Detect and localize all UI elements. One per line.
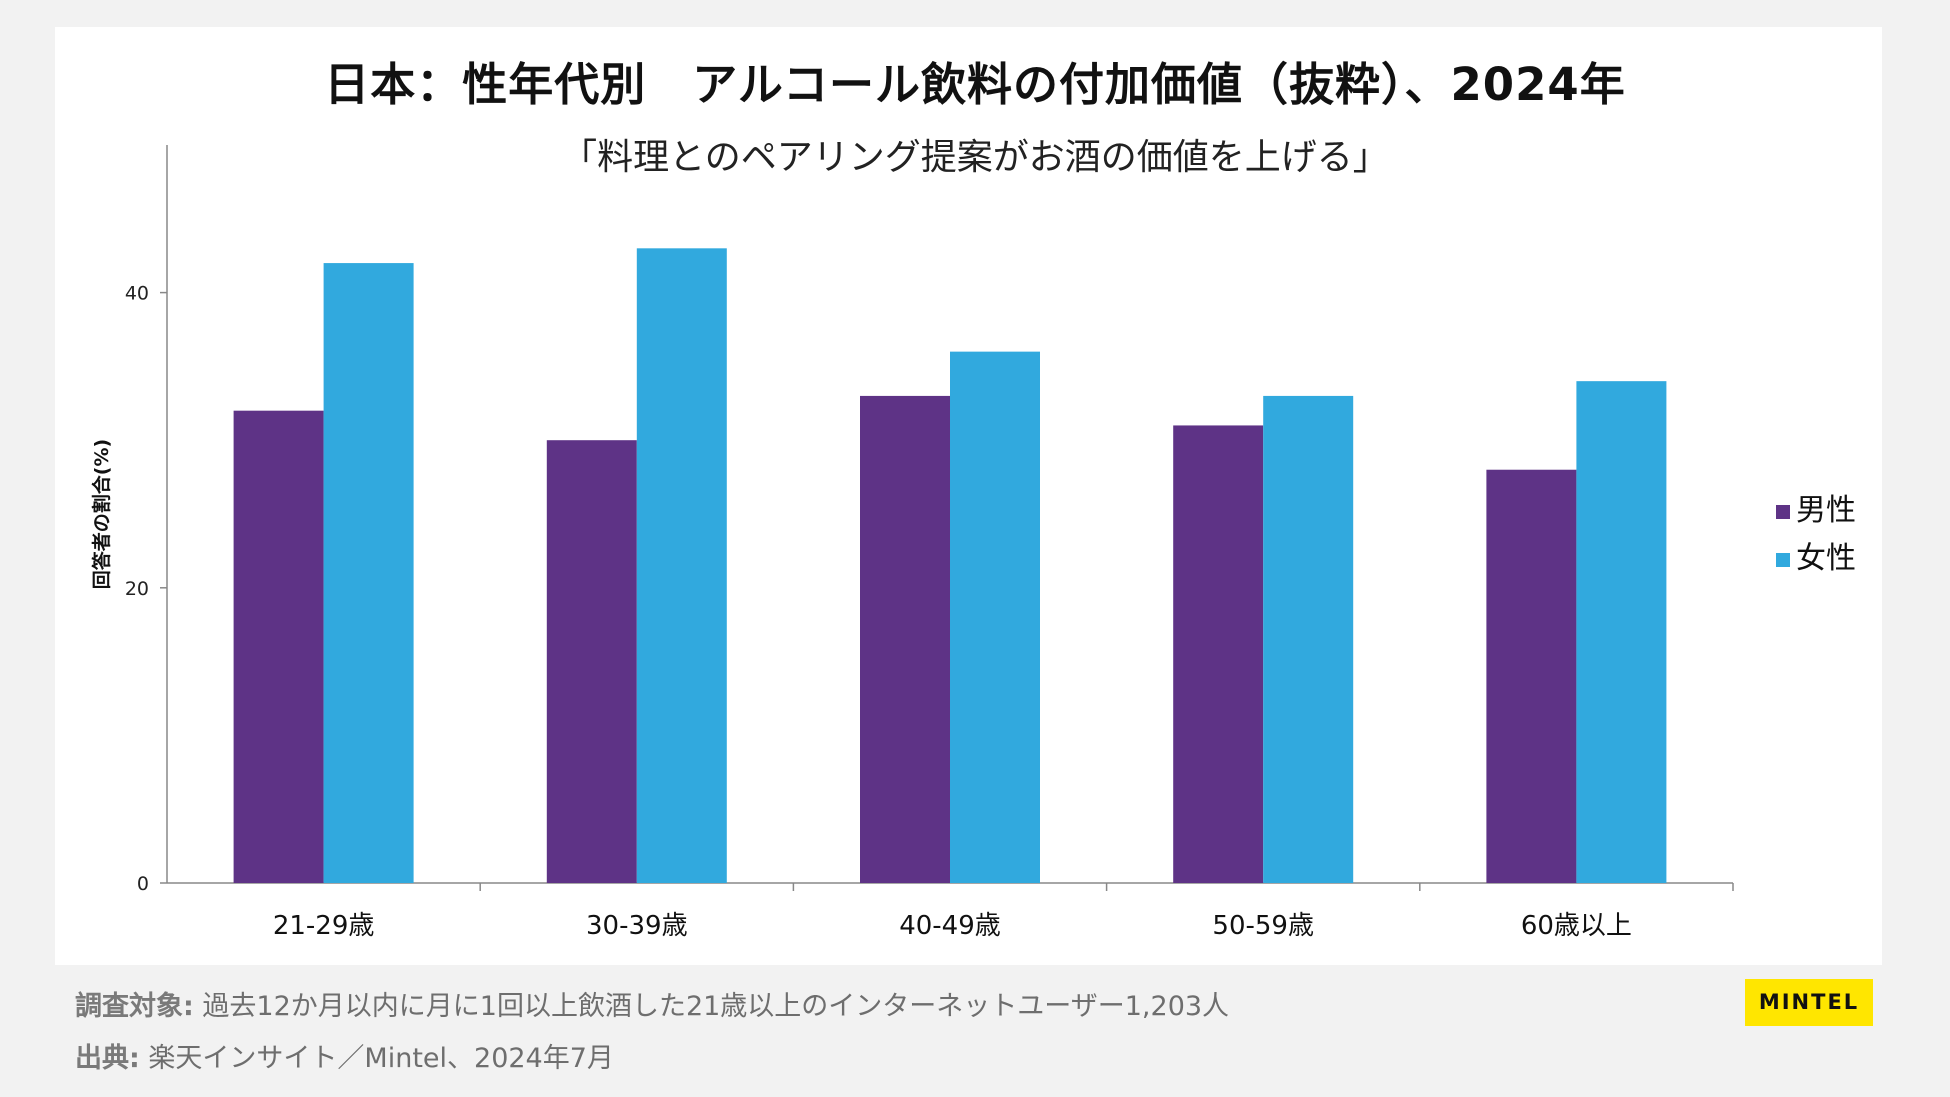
survey-note: 調査対象: 過去12か月以内に月に1回以上飲酒した21歳以上のインターネットユー… bbox=[75, 984, 1229, 1023]
y-tick-label: 20 bbox=[125, 578, 149, 600]
bar-female bbox=[636, 248, 727, 883]
x-tick-label: 50-59歳 bbox=[1212, 911, 1314, 941]
bar-male bbox=[860, 395, 950, 883]
bar-female bbox=[1263, 395, 1354, 883]
chart-title: 日本：性年代別 アルコール飲料の付加価値（抜粋）、2024年 bbox=[324, 58, 1626, 111]
x-tick-label: 40-49歳 bbox=[899, 911, 1001, 941]
bar-female bbox=[1576, 381, 1667, 883]
x-tick-label: 21-29歳 bbox=[273, 911, 375, 941]
survey-text: 過去12か月以内に月に1回以上飲酒した21歳以上のインターネットユーザー1,20… bbox=[202, 991, 1230, 1022]
survey-label: 調査対象: bbox=[75, 991, 194, 1022]
legend-swatch bbox=[1776, 505, 1790, 519]
legend-label: 男性 bbox=[1796, 493, 1856, 528]
bar-male bbox=[1173, 425, 1264, 883]
mintel-logo: MINTEL bbox=[1745, 979, 1873, 1026]
source-label: 出典: bbox=[75, 1043, 140, 1074]
bar-male bbox=[233, 410, 324, 883]
bar-female bbox=[950, 351, 1040, 883]
legend-label: 女性 bbox=[1796, 541, 1856, 576]
legend-swatch bbox=[1776, 553, 1790, 567]
y-tick-label: 40 bbox=[125, 283, 149, 305]
chart-subtitle: 「料理とのペアリング提案がお酒の価値を上げる」 bbox=[561, 137, 1389, 178]
bar-male bbox=[1486, 469, 1577, 883]
bar-female bbox=[323, 263, 414, 884]
x-tick-label: 60歳以上 bbox=[1521, 911, 1632, 941]
bar-male bbox=[546, 440, 637, 883]
source-text: 楽天インサイト／Mintel、2024年7月 bbox=[148, 1043, 614, 1074]
y-axis-label: 回答者の割合(%) bbox=[90, 439, 113, 589]
source-note: 出典: 楽天インサイト／Mintel、2024年7月 bbox=[75, 1036, 614, 1075]
bar-chart: 0 20 40 回答者の割合(%) 21-29歳 30-39歳 40-49歳 50-59歳 60… bbox=[90, 145, 1856, 941]
y-tick-label: 0 bbox=[137, 873, 149, 895]
x-tick-label: 30-39歳 bbox=[586, 911, 688, 941]
